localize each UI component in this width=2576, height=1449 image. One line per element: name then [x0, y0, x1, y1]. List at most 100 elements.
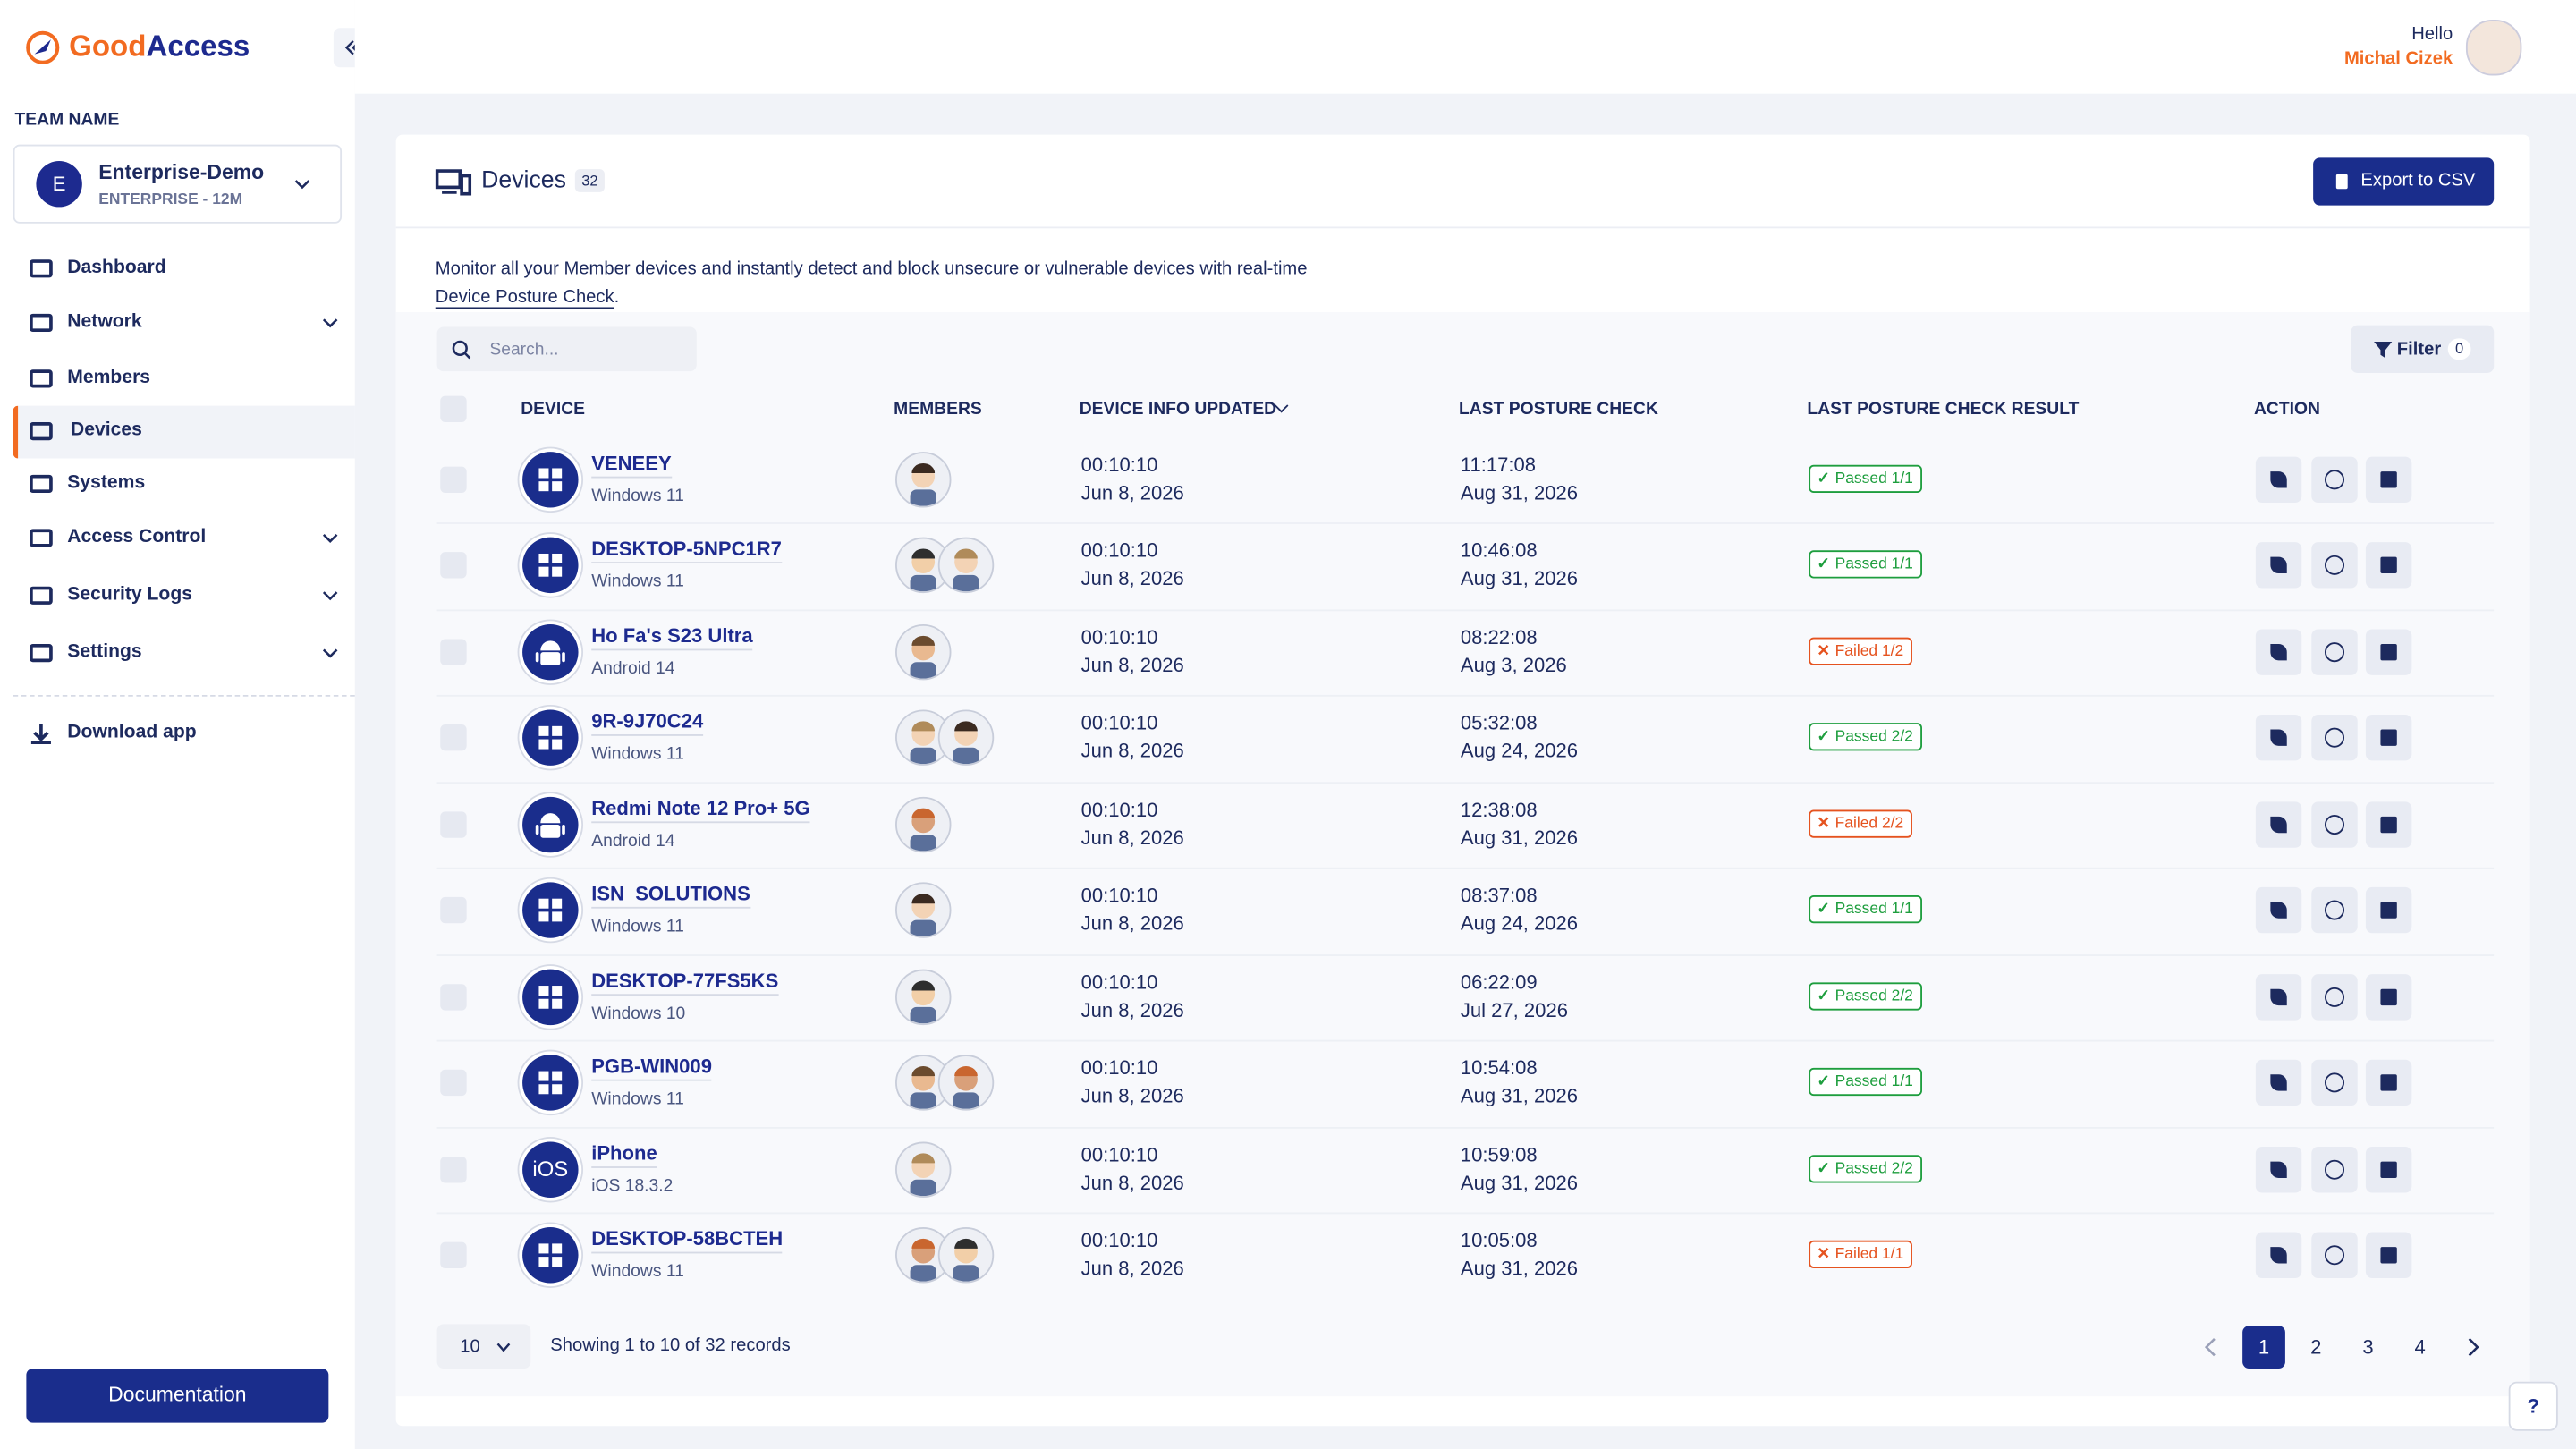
edit-button[interactable] — [2255, 456, 2302, 504]
edit-button[interactable] — [2255, 801, 2302, 848]
delete-button[interactable] — [2365, 801, 2412, 848]
nav-item[interactable]: Dashboard — [67, 258, 166, 278]
revoke-button[interactable] — [2310, 801, 2357, 848]
revoke-button[interactable] — [2310, 1146, 2357, 1192]
edit-button[interactable] — [2255, 973, 2302, 1021]
device-os: Windows 11 — [591, 744, 684, 765]
check-time: 08:22:08 — [1460, 625, 1538, 649]
help-button[interactable]: ? — [2508, 1381, 2558, 1431]
device-name[interactable]: iPhone — [591, 1141, 657, 1168]
select-all-checkbox[interactable] — [440, 395, 467, 423]
nav-item[interactable]: Security Logs — [67, 584, 193, 605]
revoke-button[interactable] — [2310, 887, 2357, 934]
row-checkbox[interactable] — [440, 1241, 467, 1269]
description-link[interactable]: Device Posture Check — [435, 286, 614, 309]
row-checkbox[interactable] — [440, 1156, 467, 1182]
filter-button[interactable]: Filter 0 — [2351, 325, 2495, 373]
device-name[interactable]: VENEEY — [591, 452, 672, 479]
row-checkbox[interactable] — [440, 810, 467, 838]
row-checkbox[interactable] — [440, 639, 467, 665]
delete-button[interactable] — [2365, 1059, 2412, 1106]
member-avatar[interactable] — [895, 796, 952, 852]
edit-button[interactable] — [2255, 715, 2302, 762]
nav-item[interactable]: Devices — [70, 420, 142, 441]
member-avatar[interactable] — [937, 1227, 995, 1284]
nav-item[interactable]: Systems — [67, 472, 146, 494]
edit-button[interactable] — [2255, 1059, 2302, 1106]
user-avatar[interactable] — [2465, 20, 2522, 76]
row-checkbox[interactable] — [440, 897, 467, 924]
documentation-button[interactable]: Documentation — [26, 1368, 329, 1423]
column-header[interactable]: ACTION — [2254, 399, 2320, 419]
device-name[interactable]: PGB-WIN009 — [591, 1055, 712, 1081]
member-avatar[interactable] — [895, 710, 952, 767]
column-header[interactable]: DEVICE INFO UPDATED — [1079, 399, 1277, 419]
edit-button[interactable] — [2255, 1146, 2302, 1192]
delete-button[interactable] — [2365, 629, 2412, 675]
revoke-button[interactable] — [2310, 715, 2357, 762]
edit-button[interactable] — [2255, 887, 2302, 934]
page-button[interactable]: 4 — [2414, 1335, 2426, 1359]
delete-button[interactable] — [2365, 542, 2412, 589]
revoke-button[interactable] — [2310, 456, 2357, 504]
delete-button[interactable] — [2365, 1232, 2412, 1279]
revoke-button[interactable] — [2310, 542, 2357, 589]
revoke-button[interactable] — [2310, 1059, 2357, 1106]
delete-button[interactable] — [2365, 715, 2412, 762]
result-text: Passed 2/2 — [1835, 1158, 1913, 1178]
device-name[interactable]: Redmi Note 12 Pro+ 5G — [591, 796, 810, 823]
row-checkbox[interactable] — [440, 552, 467, 580]
device-name[interactable]: 9R-9J70C24 — [591, 710, 704, 737]
next-page[interactable] — [2464, 1337, 2480, 1357]
row-checkbox[interactable] — [440, 1069, 467, 1097]
row-checkbox[interactable] — [440, 983, 467, 1011]
edit-button[interactable] — [2255, 629, 2302, 675]
row-checkbox[interactable] — [440, 466, 467, 494]
nav-item[interactable]: Access Control — [67, 527, 207, 547]
export-button[interactable]: Export to CSV — [2313, 157, 2495, 206]
column-header[interactable]: DEVICE — [521, 399, 586, 419]
member-avatar[interactable] — [937, 1055, 995, 1111]
page-button[interactable]: 2 — [2310, 1335, 2322, 1359]
member-avatar[interactable] — [937, 538, 995, 594]
device-name[interactable]: ISN_SOLUTIONS — [591, 883, 750, 910]
member-avatar[interactable] — [895, 969, 952, 1025]
edit-button[interactable] — [2255, 1232, 2302, 1279]
nav-icon — [30, 422, 53, 441]
check-date: Aug 31, 2026 — [1460, 1257, 1579, 1280]
delete-button[interactable] — [2365, 1146, 2412, 1192]
updated-time: 00:10:10 — [1080, 1056, 1158, 1080]
prev-page[interactable] — [2203, 1337, 2219, 1357]
nav-item[interactable]: Members — [67, 368, 151, 388]
column-header[interactable]: MEMBERS — [894, 399, 982, 419]
revoke-button[interactable] — [2310, 1232, 2357, 1279]
member-avatar[interactable] — [895, 1227, 952, 1284]
column-header[interactable]: LAST POSTURE CHECK RESULT — [1807, 399, 2080, 419]
team-switcher[interactable]: E Enterprise-Demo ENTERPRISE - 12M — [13, 144, 343, 224]
page-button[interactable]: 1 — [2242, 1326, 2285, 1369]
device-name[interactable]: DESKTOP-58BCTEH — [591, 1227, 784, 1254]
delete-button[interactable] — [2365, 456, 2412, 504]
column-header[interactable]: LAST POSTURE CHECK — [1459, 399, 1658, 419]
device-name[interactable]: DESKTOP-5NPC1R7 — [591, 538, 782, 564]
delete-button[interactable] — [2365, 887, 2412, 934]
member-avatar[interactable] — [895, 882, 952, 939]
revoke-button[interactable] — [2310, 973, 2357, 1021]
nav-item[interactable]: Network — [67, 311, 142, 333]
nav-item[interactable]: Settings — [67, 642, 142, 663]
download-link[interactable]: Download app — [67, 723, 197, 743]
member-avatar[interactable] — [895, 623, 952, 681]
page-button[interactable]: 3 — [2362, 1335, 2374, 1359]
delete-button[interactable] — [2365, 973, 2412, 1021]
member-avatar[interactable] — [895, 1140, 952, 1198]
row-checkbox[interactable] — [440, 724, 467, 752]
revoke-button[interactable] — [2310, 629, 2357, 675]
search-input[interactable]: Search... — [436, 326, 697, 372]
device-name[interactable]: DESKTOP-77FS5KS — [591, 969, 779, 996]
member-avatar[interactable] — [937, 710, 995, 767]
page-size-select[interactable]: 10 — [436, 1324, 531, 1369]
edit-button[interactable] — [2255, 542, 2302, 589]
device-name[interactable]: Ho Fa's S23 Ultra — [591, 624, 753, 651]
check-time: 10:59:08 — [1460, 1142, 1538, 1166]
member-avatar[interactable] — [895, 452, 952, 508]
